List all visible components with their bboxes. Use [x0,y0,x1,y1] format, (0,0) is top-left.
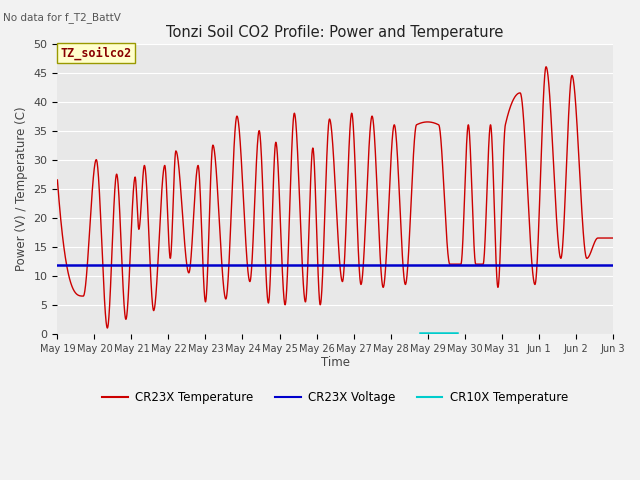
Text: No data for f_T2_BattV: No data for f_T2_BattV [3,12,121,23]
Title: Tonzi Soil CO2 Profile: Power and Temperature: Tonzi Soil CO2 Profile: Power and Temper… [166,24,504,39]
Legend: CR23X Temperature, CR23X Voltage, CR10X Temperature: CR23X Temperature, CR23X Voltage, CR10X … [97,387,573,409]
Text: TZ_soilco2: TZ_soilco2 [60,47,132,60]
Y-axis label: Power (V) / Temperature (C): Power (V) / Temperature (C) [15,107,28,271]
X-axis label: Time: Time [321,356,349,369]
